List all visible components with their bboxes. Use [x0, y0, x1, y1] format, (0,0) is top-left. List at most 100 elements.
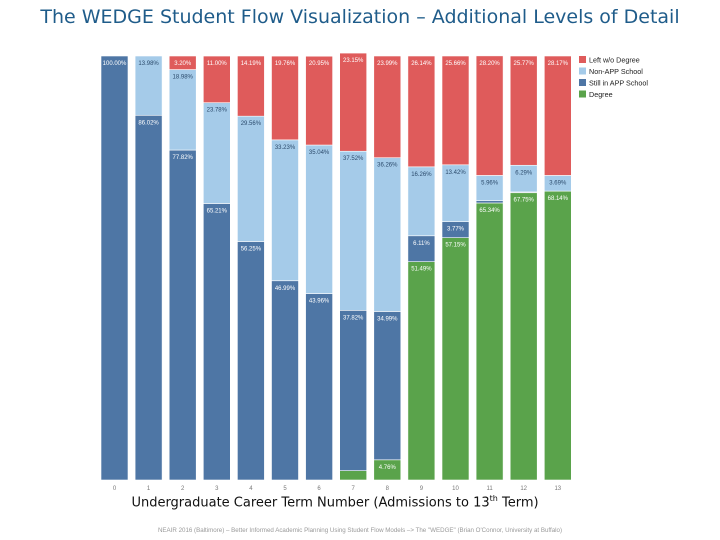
bar-segment: [339, 150, 368, 311]
bar-segment: [305, 144, 333, 294]
bar-segment: [168, 55, 197, 70]
bar-segment: [203, 203, 231, 481]
slide-footer: NEAIR 2016 (Baltimore) – Better Informed…: [157, 527, 563, 534]
bar-segment: [441, 237, 470, 481]
bar-segment: [543, 55, 572, 176]
bar-segment: [407, 261, 436, 481]
bar-segment: [134, 55, 163, 116]
bar-data-label: 25.66%: [445, 61, 466, 67]
bar-data-label: 56.25%: [241, 247, 262, 253]
bar-segment: [237, 115, 265, 242]
x-tick-label: 11: [486, 486, 493, 492]
bar-data-label: 34.99%: [377, 316, 398, 322]
bar-segment: [100, 55, 129, 481]
bar-data-label: 37.82%: [343, 315, 364, 321]
bar-data-label: 5.96%: [481, 180, 499, 186]
bar-data-label: 51.49%: [411, 267, 432, 273]
x-axis-label: Undergraduate Career Term Number (Admiss…: [100, 494, 570, 510]
x-tick-label: 5: [283, 486, 287, 492]
bar-segment: [203, 55, 231, 103]
bar-data-label: 28.20%: [479, 61, 500, 67]
bar-segment: [373, 157, 402, 312]
bar-data-label: 29.56%: [241, 121, 262, 127]
bar-data-label: 100.00%: [103, 61, 127, 67]
bar-segment: [271, 280, 299, 481]
bar-data-label: 16.26%: [411, 172, 432, 178]
legend-label: Non-APP School: [589, 67, 643, 76]
bar-data-label: 67.75%: [514, 198, 535, 204]
bar-data-label: 25.77%: [514, 61, 535, 67]
bar-segment: [441, 55, 470, 166]
bar-data-label: 86.02%: [138, 120, 159, 126]
bar-segment: [305, 55, 333, 146]
x-axis-label-superscript: th: [489, 494, 498, 503]
bar-data-label: 11.00%: [207, 61, 228, 67]
legend-swatch: [579, 90, 586, 98]
bar-data-label: 28.17%: [548, 61, 569, 67]
bar-segment: [134, 114, 163, 481]
bar-data-label: 37.52%: [343, 156, 364, 162]
bar-segment: [237, 55, 265, 117]
bar-segment: [475, 55, 504, 176]
bar-segment: [407, 166, 436, 237]
bar-segment: [543, 190, 572, 481]
x-tick-label: 2: [181, 486, 185, 492]
bar-segment: [475, 175, 504, 202]
bar-data-label: 46.99%: [275, 286, 296, 292]
bar-data-label: 68.14%: [548, 196, 569, 202]
bar-data-label: 43.96%: [309, 299, 330, 305]
bar-data-label: 18.98%: [173, 75, 194, 81]
x-tick-label: 12: [520, 486, 527, 492]
legend-swatch: [579, 56, 586, 63]
bar-data-label: 65.21%: [207, 209, 228, 215]
bar-data-label: 33.23%: [275, 145, 296, 151]
x-tick-label: 4: [249, 486, 253, 492]
bar-data-label: 23.99%: [377, 61, 398, 67]
x-tick-label: 8: [386, 486, 390, 492]
bar-segment: [168, 149, 197, 481]
legend-label: Degree: [589, 90, 613, 99]
bar-segment: [373, 311, 402, 461]
x-tick-label: 9: [420, 486, 424, 492]
bar-data-label: 36.26%: [377, 163, 398, 169]
bar-data-label: 23.15%: [343, 58, 364, 64]
bar-data-label: 3.69%: [549, 180, 567, 186]
bar-segment: [271, 139, 299, 282]
bar-segment: [339, 470, 368, 481]
bar-segment: [339, 52, 368, 152]
bar-data-label: 20.95%: [309, 61, 330, 67]
bar-segment: [509, 192, 538, 481]
x-tick-label: 10: [452, 486, 459, 492]
legend-swatch: [579, 67, 586, 75]
bar-data-label: 77.82%: [173, 155, 194, 161]
bar-data-label: 57.15%: [445, 243, 466, 249]
bar-segment: [407, 55, 436, 168]
x-tick-label: 1: [147, 486, 151, 492]
bar-segment: [441, 164, 470, 222]
bar-segment: [203, 102, 231, 204]
legend-label: Left w/o Degree: [589, 56, 640, 65]
bar-segment: [237, 241, 265, 481]
bar-data-label: 13.98%: [138, 61, 159, 67]
bar-data-label: 3.20%: [174, 61, 192, 67]
bar-data-label: 4.76%: [379, 465, 397, 471]
x-tick-label: 13: [554, 486, 561, 492]
bar-data-label: 35.04%: [309, 150, 330, 156]
slide-title: The WEDGE Student Flow Visualization – A…: [40, 6, 680, 28]
bar-segment: [475, 200, 504, 204]
bar-segment: [373, 55, 402, 159]
x-tick-label: 6: [317, 486, 321, 492]
bar-segment: [305, 293, 333, 481]
x-axis-label-suffix: Term): [497, 495, 539, 511]
bar-segment: [509, 164, 538, 193]
bar-data-label: 13.42%: [445, 170, 466, 176]
bar-data-label: 14.19%: [241, 61, 262, 67]
legend-swatch: [579, 79, 586, 86]
bar-segment: [475, 202, 504, 481]
bar-data-label: 6.11%: [413, 241, 430, 247]
bar-data-label: 6.29%: [515, 170, 533, 176]
bar-data-label: 23.78%: [207, 108, 228, 114]
bar-segment: [168, 69, 197, 151]
bar-data-label: 19.76%: [275, 61, 296, 67]
